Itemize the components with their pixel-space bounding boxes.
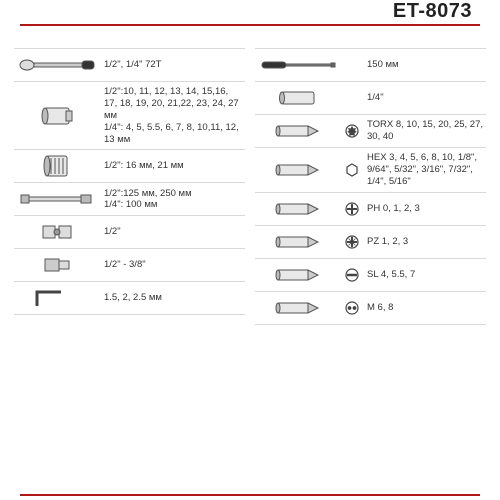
spec-label: 1/2":125 мм, 250 мм 1/4": 100 мм xyxy=(100,188,245,212)
bit-icon xyxy=(255,230,341,254)
top-accent-bar xyxy=(20,24,480,26)
spec-label: 1/2": 16 мм, 21 мм xyxy=(100,160,245,172)
socket-icon xyxy=(14,104,100,128)
left-spec-row: 1/2" - 3/8" xyxy=(14,248,245,281)
ujoint-icon xyxy=(14,220,100,244)
phillips-symbol-icon xyxy=(341,201,363,217)
right-column: 150 мм 1/4" TORX 8, 10, 15, 20, 25, 27, 30… xyxy=(255,48,486,490)
spec-label: TORX 8, 10, 15, 20, 25, 27, 30, 40 xyxy=(363,119,486,143)
left-spec-row: 1/2", 1/4" 72T xyxy=(14,48,245,81)
screwdriver-icon xyxy=(255,53,341,77)
spec-label: 1/2":10, 11, 12, 13, 14, 15,16, 17, 18, … xyxy=(100,86,245,145)
left-spec-row: 1.5, 2, 2.5 мм xyxy=(14,281,245,315)
product-code: ET-8073 xyxy=(393,0,472,23)
bit-icon xyxy=(255,158,341,182)
sparkplug-icon xyxy=(14,154,100,178)
hex-symbol-icon xyxy=(341,162,363,178)
spec-label: 1.5, 2, 2.5 мм xyxy=(100,292,245,304)
ratchet-icon xyxy=(14,53,100,77)
right-spec-row: M 6, 8 xyxy=(255,291,486,325)
spec-label: 150 мм xyxy=(363,59,486,71)
right-spec-row: TORX 8, 10, 15, 20, 25, 27, 30, 40 xyxy=(255,114,486,147)
spanner-symbol-icon xyxy=(341,300,363,316)
spec-label: M 6, 8 xyxy=(363,302,486,314)
extension-icon xyxy=(14,187,100,211)
bottom-accent-bar xyxy=(20,494,480,496)
spec-label: SL 4, 5.5, 7 xyxy=(363,269,486,281)
hexkey-icon xyxy=(14,286,100,310)
right-spec-row: 1/4" xyxy=(255,81,486,114)
bit-icon xyxy=(255,263,341,287)
torx-symbol-icon xyxy=(341,123,363,139)
spec-label: 1/2", 1/4" 72T xyxy=(100,59,245,71)
spec-label: PZ 1, 2, 3 xyxy=(363,236,486,248)
left-spec-row: 1/2":125 мм, 250 мм 1/4": 100 мм xyxy=(14,182,245,215)
bit-icon xyxy=(255,197,341,221)
bit-icon xyxy=(255,119,341,143)
right-spec-row: SL 4, 5.5, 7 xyxy=(255,258,486,291)
spec-label: PH 0, 1, 2, 3 xyxy=(363,203,486,215)
right-spec-row: PZ 1, 2, 3 xyxy=(255,225,486,258)
spec-label: 1/2" - 3/8" xyxy=(100,259,245,271)
spec-columns: 1/2", 1/4" 72T 1/2":10, 11, 12, 13, 14, 1… xyxy=(14,48,486,490)
left-spec-row: 1/2" xyxy=(14,215,245,248)
pozi-symbol-icon xyxy=(341,234,363,250)
left-spec-row: 1/2":10, 11, 12, 13, 14, 15,16, 17, 18, … xyxy=(14,81,245,149)
right-spec-row: HEX 3, 4, 5, 6, 8, 10, 1/8", 9/64", 5/32… xyxy=(255,147,486,192)
spec-label: HEX 3, 4, 5, 6, 8, 10, 1/8", 9/64", 5/32… xyxy=(363,152,486,188)
spec-label: 1/2" xyxy=(100,226,245,238)
right-spec-row: PH 0, 1, 2, 3 xyxy=(255,192,486,225)
slot-symbol-icon xyxy=(341,267,363,283)
bit-icon xyxy=(255,296,341,320)
adapter-icon xyxy=(14,253,100,277)
left-column: 1/2", 1/4" 72T 1/2":10, 11, 12, 13, 14, 1… xyxy=(14,48,245,490)
spec-label: 1/4" xyxy=(363,92,486,104)
right-spec-row: 150 мм xyxy=(255,48,486,81)
left-spec-row: 1/2": 16 мм, 21 мм xyxy=(14,149,245,182)
deepsocket-icon xyxy=(255,86,341,110)
